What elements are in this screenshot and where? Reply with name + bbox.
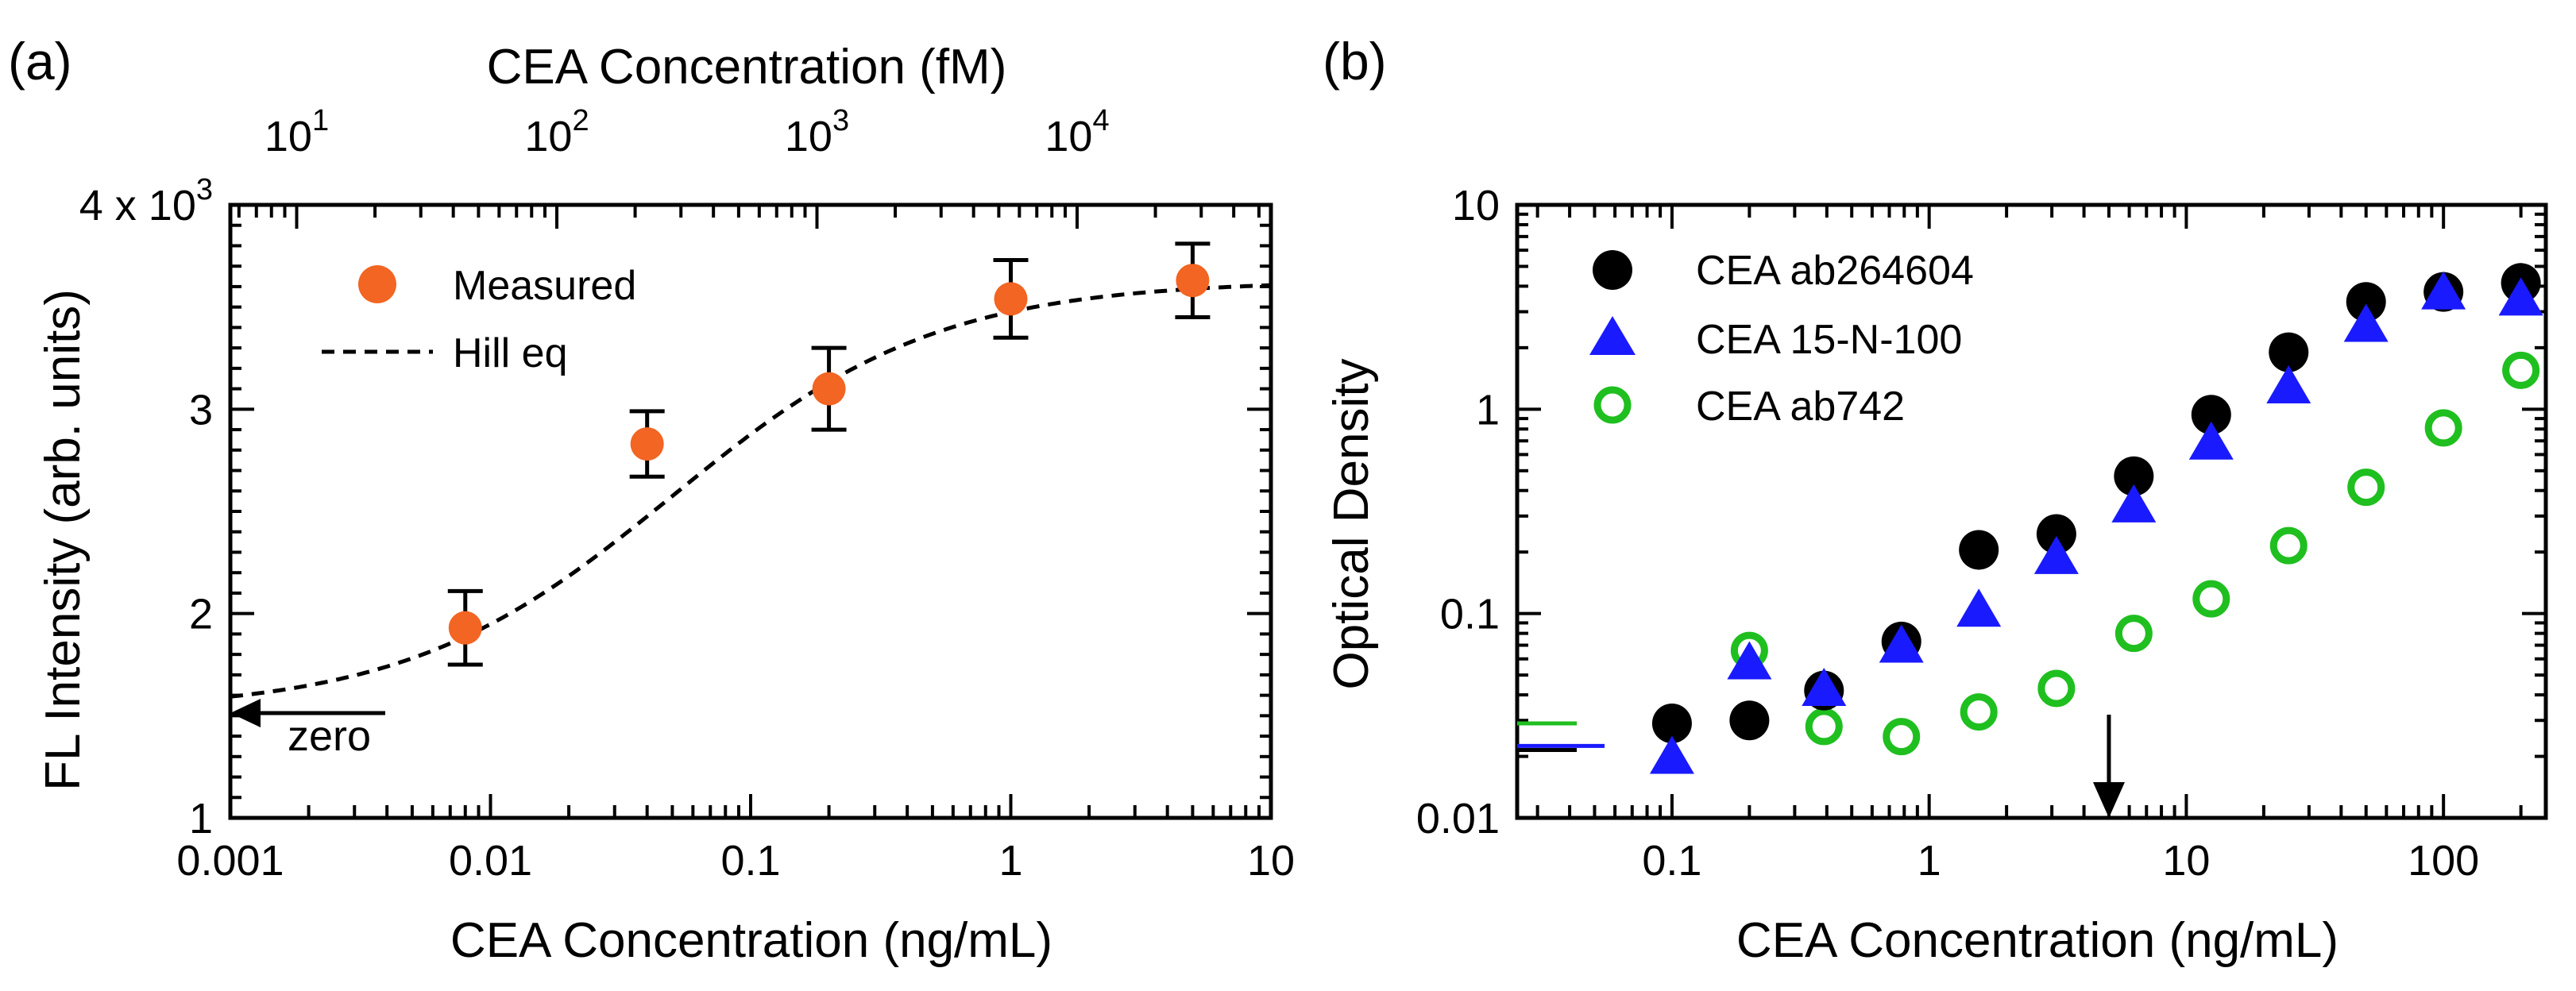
ab264604-point: [2191, 395, 2231, 435]
x-tick-label: 1: [1918, 837, 1941, 885]
panel-a-legend: Measured Hill eq: [322, 263, 636, 376]
15n100-point: [1956, 588, 2002, 627]
x-tick-label: 0.01: [449, 837, 532, 885]
y-tick-label: 0.1: [1440, 591, 1500, 638]
15n100-point: [1727, 641, 1772, 680]
legend-ab264604-label: CEA ab264604: [1696, 248, 1974, 294]
panel-a-y-axis-title: FL Intensity (arb. units): [36, 289, 91, 791]
panel-a-ticks: [229, 203, 1273, 819]
ab742-point: [2269, 526, 2308, 565]
panel-b-baseline-marks: [1517, 721, 1605, 752]
y-tick-label: 2: [189, 591, 213, 638]
measured-point: [448, 611, 482, 645]
x-tick-label: 10: [1247, 837, 1295, 885]
measured-point: [1176, 264, 1210, 298]
ab264604-point: [2114, 456, 2154, 496]
x-tick-label: 0.1: [720, 837, 780, 885]
x-tick-label: 0.1: [1642, 837, 1701, 885]
15n100-point: [2111, 484, 2157, 522]
zero-arrow-head: [230, 699, 261, 727]
legend-15n100-label: CEA 15-N-100: [1696, 317, 1962, 363]
ab742-point: [2037, 669, 2076, 708]
panel-b-y-axis-title: Optical Density: [1324, 359, 1379, 690]
y-tick-label: 1: [189, 795, 213, 843]
15n100-point: [2498, 277, 2543, 316]
x-tick-label: 1: [998, 837, 1022, 885]
ab742-point: [1805, 708, 1843, 746]
panel-b-tick-labels: 0.1 1 10 100 0.01 0.1 1 10: [1416, 182, 2479, 885]
x-tick-label: 0.001: [176, 837, 284, 885]
panel-b-x-axis-title: CEA Concentration (ng/mL): [1736, 913, 2338, 968]
ab742-point: [2502, 351, 2540, 389]
legend-measured-marker: [358, 265, 396, 303]
panel-a-label: (a): [8, 32, 72, 91]
panel-b-data-points: [1649, 263, 2543, 774]
y-tick-label-top: 4 x 103: [79, 173, 213, 229]
y-tick-label: 3: [189, 386, 213, 434]
legend-measured-label: Measured: [453, 263, 636, 309]
panel-a-measured-points: [447, 241, 1211, 667]
ab264604-point: [2036, 514, 2076, 554]
15n100-point: [1879, 624, 1924, 663]
panel-b-plot-border: [1515, 202, 2548, 820]
panel-b: (b) CEA Concentration (ng/mL) Optical De…: [1323, 32, 2548, 968]
panel-a-top-axis-title: CEA Concentration (fM): [487, 40, 1007, 94]
lod-arrow-head: [2092, 782, 2125, 818]
y-tick-label: 0.01: [1416, 795, 1500, 843]
panel-a-zero-annotation: zero: [230, 699, 385, 760]
ab742-point: [2114, 615, 2153, 653]
legend-hill-label: Hill eq: [453, 330, 568, 376]
15n100-point: [2421, 271, 2466, 310]
panel-b-axes-frame: [1515, 202, 2548, 820]
y-tick-label: 1: [1476, 386, 1500, 434]
y-tick-label: 10: [1452, 182, 1500, 229]
ab264604-point: [2269, 332, 2309, 372]
hill-curve-line: [230, 283, 1272, 699]
measured-point: [994, 282, 1028, 316]
measured-point: [812, 372, 846, 406]
15n100-point: [1802, 667, 1847, 706]
panel-b-legend: CEA ab264604 CEA 15-N-100 CEA ab742: [1589, 248, 1974, 430]
top-tick-label: 103: [785, 104, 849, 160]
panel-b-label: (b): [1323, 32, 1387, 91]
x-tick-label: 100: [2408, 837, 2479, 885]
top-tick-label: 101: [265, 104, 329, 160]
ab264604-point: [1651, 704, 1692, 744]
ab742-point: [2192, 580, 2230, 618]
15n100-point: [2266, 365, 2311, 404]
15n100-point: [1649, 735, 1694, 774]
top-tick-label: 104: [1045, 104, 1109, 160]
panel-b-ticks: [1517, 205, 2546, 819]
ab742-point: [2424, 409, 2462, 447]
ab264604-point: [1729, 700, 1770, 741]
measured-point: [630, 427, 664, 461]
legend-ab264604-marker: [1593, 250, 1632, 290]
panel-a: (a) CEA Concentration (fM) CEA Concentra…: [8, 32, 1295, 968]
legend-ab742-marker: [1593, 386, 1632, 424]
legend-ab742-label: CEA ab742: [1696, 384, 1905, 430]
panel-a-hill-curve: [230, 283, 1272, 699]
ab742-point: [2347, 469, 2385, 507]
zero-annotation-label: zero: [288, 712, 371, 760]
top-tick-label: 102: [524, 104, 589, 160]
15n100-point: [2188, 421, 2234, 460]
panel-b-lod-arrow: [2092, 715, 2125, 818]
15n100-point: [2343, 303, 2389, 342]
x-tick-label: 10: [2162, 837, 2210, 885]
panel-a-x-axis-title: CEA Concentration (ng/mL): [450, 913, 1052, 968]
legend-15n100-marker: [1589, 316, 1636, 355]
ab264604-point: [1959, 530, 1999, 570]
ab742-point: [1960, 693, 1998, 731]
ab264604-point: [2346, 282, 2386, 322]
15n100-point: [2033, 535, 2079, 574]
ab742-point: [1883, 718, 1921, 756]
